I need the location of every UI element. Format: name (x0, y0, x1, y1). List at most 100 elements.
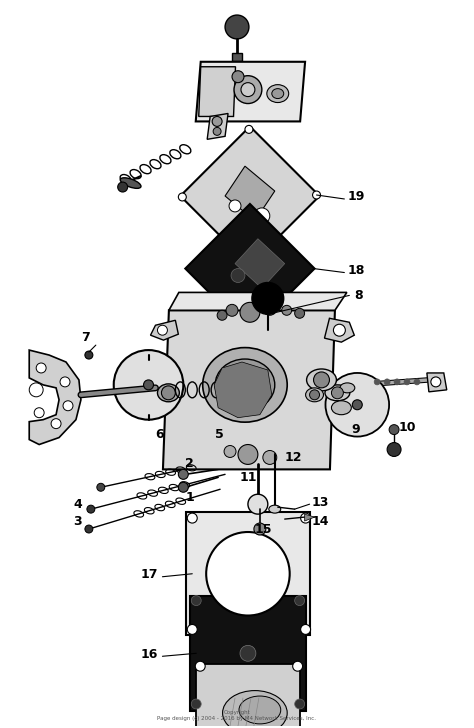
Ellipse shape (267, 84, 289, 103)
Circle shape (387, 443, 401, 456)
Circle shape (87, 505, 95, 513)
Circle shape (234, 76, 262, 103)
Circle shape (60, 377, 70, 387)
Ellipse shape (226, 369, 264, 401)
Circle shape (404, 379, 410, 385)
Text: 3: 3 (73, 515, 82, 528)
Text: 10: 10 (399, 421, 417, 434)
Circle shape (187, 513, 197, 523)
Circle shape (313, 372, 329, 388)
Circle shape (326, 373, 389, 437)
Circle shape (224, 446, 236, 457)
Ellipse shape (120, 178, 141, 189)
Text: 15: 15 (255, 523, 273, 536)
Polygon shape (29, 350, 81, 445)
Circle shape (231, 269, 245, 282)
Text: 9: 9 (351, 423, 360, 436)
Circle shape (144, 380, 154, 390)
Circle shape (225, 15, 249, 39)
Circle shape (295, 699, 305, 709)
Ellipse shape (325, 385, 350, 401)
Circle shape (263, 301, 277, 315)
Circle shape (29, 383, 43, 397)
Circle shape (34, 408, 44, 418)
Ellipse shape (157, 384, 179, 402)
Circle shape (97, 483, 105, 491)
Circle shape (301, 625, 310, 634)
Circle shape (331, 387, 343, 399)
Circle shape (241, 83, 255, 97)
Text: 17: 17 (141, 569, 158, 581)
Polygon shape (190, 596, 306, 711)
Circle shape (292, 661, 302, 671)
Circle shape (238, 445, 258, 464)
Text: 14: 14 (311, 515, 329, 528)
Circle shape (263, 451, 277, 464)
Ellipse shape (215, 359, 275, 411)
Circle shape (248, 494, 268, 514)
Circle shape (212, 116, 222, 127)
Polygon shape (305, 514, 315, 521)
Circle shape (431, 377, 441, 387)
Circle shape (333, 324, 346, 336)
Circle shape (250, 226, 260, 236)
Text: 18: 18 (347, 264, 365, 277)
Polygon shape (151, 320, 178, 340)
Polygon shape (186, 512, 310, 636)
Circle shape (352, 400, 362, 410)
Polygon shape (207, 114, 228, 139)
Circle shape (118, 182, 128, 192)
Circle shape (178, 483, 188, 492)
Ellipse shape (331, 401, 351, 415)
Text: 1: 1 (185, 491, 194, 504)
Polygon shape (325, 318, 354, 342)
Ellipse shape (239, 696, 281, 724)
Text: 16: 16 (141, 648, 158, 661)
Circle shape (240, 302, 260, 323)
Polygon shape (185, 204, 315, 333)
Circle shape (240, 645, 256, 661)
Circle shape (414, 379, 420, 385)
Ellipse shape (306, 388, 323, 402)
Text: 11: 11 (240, 471, 257, 484)
Circle shape (162, 386, 175, 400)
Text: 7: 7 (81, 331, 90, 344)
Circle shape (85, 525, 93, 533)
Circle shape (157, 325, 167, 335)
Ellipse shape (223, 691, 287, 728)
Text: 12: 12 (285, 451, 302, 464)
Circle shape (63, 401, 73, 411)
Circle shape (254, 208, 270, 223)
Circle shape (213, 127, 221, 135)
Circle shape (282, 305, 292, 315)
Circle shape (301, 513, 310, 523)
Circle shape (206, 532, 290, 615)
Text: 6: 6 (155, 428, 164, 441)
Circle shape (51, 419, 61, 429)
Circle shape (254, 523, 266, 535)
Circle shape (374, 379, 380, 385)
Ellipse shape (307, 369, 337, 391)
Circle shape (229, 200, 241, 212)
Circle shape (187, 625, 197, 634)
Circle shape (178, 193, 186, 201)
Circle shape (36, 363, 46, 373)
Polygon shape (196, 664, 300, 728)
Polygon shape (169, 293, 347, 310)
Polygon shape (225, 166, 275, 221)
Circle shape (389, 424, 399, 435)
Text: 4: 4 (73, 498, 82, 510)
Text: Copyright
Page design (c) 2004 - 2016 by M4 Network Services, Inc.: Copyright Page design (c) 2004 - 2016 by… (157, 710, 317, 721)
Polygon shape (214, 362, 272, 418)
Circle shape (191, 596, 201, 606)
Text: 13: 13 (311, 496, 329, 509)
Circle shape (85, 351, 93, 359)
Polygon shape (235, 239, 285, 288)
Polygon shape (180, 127, 319, 266)
Polygon shape (163, 310, 335, 470)
Circle shape (191, 699, 201, 709)
Circle shape (217, 310, 227, 320)
Circle shape (195, 661, 205, 671)
Polygon shape (199, 67, 236, 116)
Circle shape (232, 71, 244, 83)
